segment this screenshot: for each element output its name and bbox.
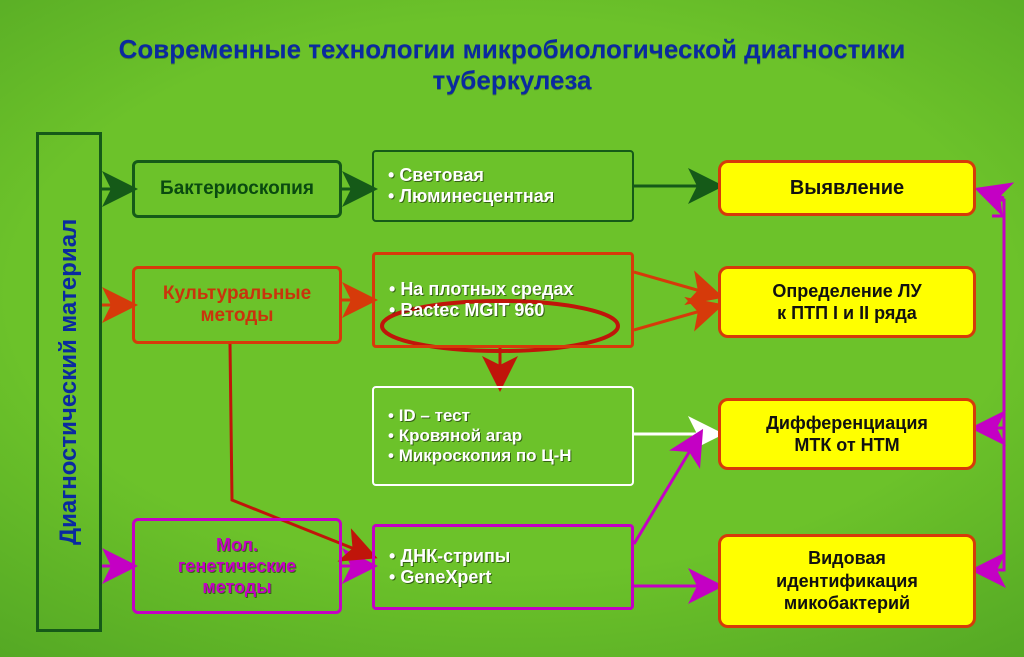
title-line1: Современные технологии микробиологическо…: [0, 34, 1024, 65]
method-label: Бактериоскопия: [160, 178, 314, 200]
title-line2: туберкулеза: [0, 65, 1024, 96]
outcome-box: Определение ЛУ к ПТП I и II ряда: [718, 266, 976, 338]
outcome-label: Видовая идентификация микобактерий: [776, 547, 918, 615]
detail-item: Микроскопия по Ц-Н: [388, 446, 572, 466]
outcome-label: Выявление: [790, 176, 904, 201]
method-box: Культуральные методы: [132, 266, 342, 344]
detail-item: Кровяной агар: [388, 426, 572, 446]
diagnostic-material-strip: Диагностический материал: [36, 132, 102, 632]
detail-item: ID – тест: [388, 406, 572, 426]
detail-item: Световая: [388, 165, 554, 186]
detail-item: GeneXpert: [389, 567, 510, 588]
slide-title: Современные технологии микробиологическо…: [0, 34, 1024, 96]
outcome-box: Видовая идентификация микобактерий: [718, 534, 976, 628]
method-label: Культуральные методы: [163, 283, 311, 327]
outcome-box: Выявление: [718, 160, 976, 216]
stage: Современные технологии микробиологическо…: [0, 0, 1024, 657]
method-label: Мол. генетические методы: [178, 535, 296, 598]
method-box: Мол. генетические методы: [132, 518, 342, 614]
detail-box: ID – тестКровяной агарМикроскопия по Ц-Н: [372, 386, 634, 486]
detail-box: На плотных средахBactec MGIT 960: [372, 252, 634, 348]
outcome-label: Определение ЛУ к ПТП I и II ряда: [772, 280, 921, 325]
method-box: Бактериоскопия: [132, 160, 342, 218]
detail-item: ДНК-стрипы: [389, 546, 510, 567]
detail-box: ДНК-стрипыGeneXpert: [372, 524, 634, 610]
diagnostic-material-label: Диагностический материал: [55, 219, 83, 545]
detail-box: СветоваяЛюминесцентная: [372, 150, 634, 222]
outcome-box: Дифференциация МТК от НТМ: [718, 398, 976, 470]
detail-item: На плотных средах: [389, 279, 573, 300]
detail-item: Люминесцентная: [388, 186, 554, 207]
detail-item: Bactec MGIT 960: [389, 300, 573, 321]
outcome-label: Дифференциация МТК от НТМ: [766, 412, 928, 457]
